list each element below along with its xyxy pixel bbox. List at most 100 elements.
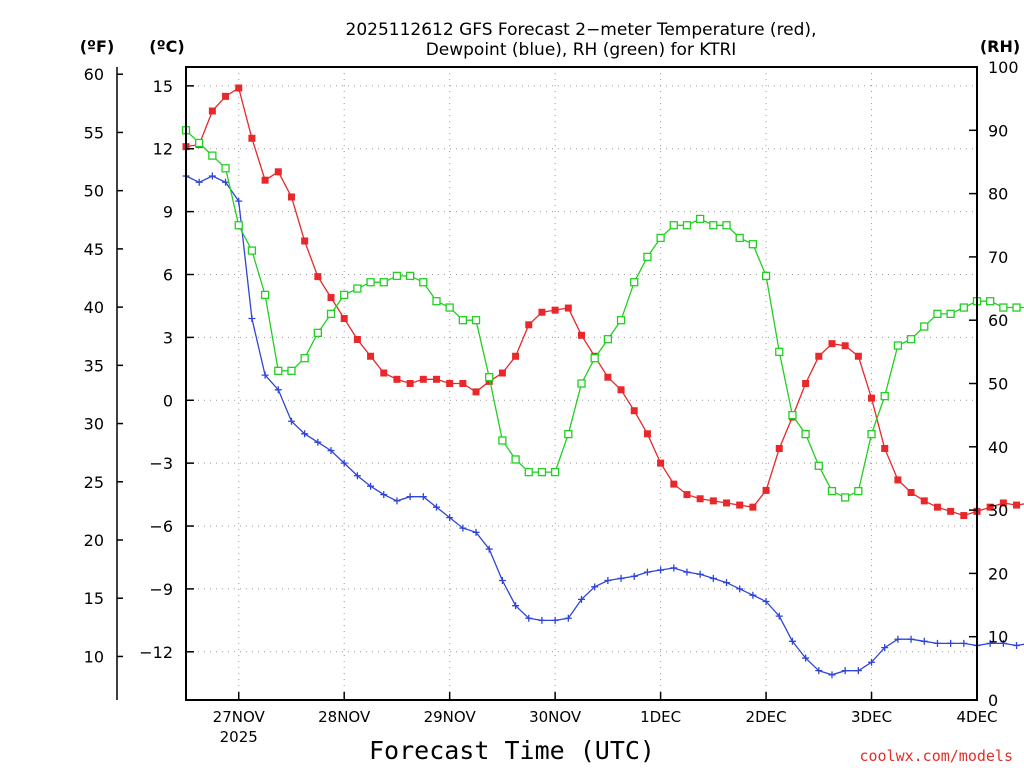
temperature-point [380, 369, 388, 377]
temperature-point [472, 388, 480, 396]
rh-point [353, 284, 362, 293]
rh-point [801, 429, 810, 439]
dewpoint-point [340, 459, 348, 467]
temperature-point [367, 352, 375, 360]
credit-text: coolwx.com/models [859, 747, 1013, 765]
temperature-point [419, 375, 427, 383]
dewpoint-point [736, 585, 744, 593]
temperature-point [248, 134, 256, 142]
rh-tick-label: 50 [988, 375, 1008, 394]
temperature-point [736, 501, 744, 509]
dewpoint-point [564, 614, 572, 622]
temperature-point [986, 503, 994, 511]
temperature-point [261, 176, 269, 184]
rh-point [340, 290, 349, 300]
dewpoint-point [367, 482, 375, 490]
rh-tick-label: 90 [988, 121, 1008, 140]
rh-point [590, 354, 599, 363]
rh-point [445, 303, 454, 312]
dewpoint-point [960, 639, 968, 647]
temperature-point [485, 377, 493, 385]
rh-tick-label: 70 [988, 248, 1008, 267]
celsius-tick-label: −6 [149, 517, 173, 536]
dewpoint-point [393, 497, 401, 505]
rh-line [185, 129, 1024, 499]
temperature-point [222, 92, 230, 100]
temperature-point [828, 340, 836, 348]
temperature-point [947, 507, 955, 515]
rh-point [577, 379, 586, 388]
rh-point [485, 373, 494, 382]
rh-point [1012, 303, 1021, 312]
temperature-point [446, 380, 454, 387]
rh-tick-label: 80 [988, 185, 1008, 204]
dewpoint-point [657, 566, 665, 574]
rh-point [511, 455, 520, 464]
dewpoint-point [841, 667, 849, 675]
dewpoint-point [933, 639, 941, 647]
rh-point [419, 278, 428, 287]
temperature-point [1013, 501, 1021, 509]
temperature-point [749, 503, 757, 511]
dewpoint-point [643, 568, 651, 576]
chart-title-line-1: 2025112612 GFS Forecast 2−meter Temperat… [346, 20, 817, 40]
rh-point [669, 221, 678, 230]
temperature-point [327, 294, 335, 302]
temperature-point [301, 237, 309, 245]
rh-point [959, 303, 968, 312]
temperature-point [933, 503, 941, 511]
rh-point [775, 347, 784, 357]
rh-point [208, 151, 217, 160]
temperature-point [604, 373, 612, 381]
celsius-tick-label: −12 [139, 643, 173, 662]
rh-point [405, 271, 415, 281]
celsius-tick-label: 3 [163, 328, 173, 347]
rh-point [616, 316, 626, 325]
rh-point [656, 233, 665, 243]
temperature-point [393, 375, 401, 383]
dewpoint-point [947, 639, 955, 647]
temperature-point [643, 430, 651, 438]
dewpoint-point [604, 577, 612, 585]
dewpoint-point [380, 491, 388, 499]
dewpoint-point [802, 654, 810, 662]
rh-point [682, 221, 692, 230]
temperature-point [340, 315, 348, 323]
dewpoint-point [406, 493, 414, 501]
celsius-tick-label: −9 [149, 580, 173, 599]
temperature-point [314, 273, 322, 281]
rh-point [432, 297, 441, 306]
rh-point [287, 366, 296, 375]
temperature-point [459, 380, 467, 387]
temperature-point [564, 304, 572, 312]
rh-point [841, 493, 850, 502]
dewpoint-point [512, 602, 520, 610]
rh-point [893, 341, 903, 350]
dewpoint-point [578, 595, 585, 603]
rh-point [471, 316, 481, 325]
x-tick-label: 30NOV [529, 708, 582, 726]
dewpoint-point [630, 572, 638, 580]
x-tick-label: 2DEC [746, 708, 787, 726]
rh-point [854, 486, 863, 496]
dewpoint-point [287, 417, 295, 425]
temperature-point [683, 491, 691, 499]
dewpoint-point [248, 315, 256, 323]
dewpoint-point [1013, 642, 1021, 650]
fahrenheit-tick-label: 15 [84, 589, 104, 608]
dewpoint-point [617, 574, 625, 582]
rh-point [379, 278, 388, 287]
rh-tick-label: 100 [988, 58, 1019, 77]
temperature-point [551, 306, 559, 314]
rh-point [814, 461, 823, 470]
rh-tick-label: 30 [988, 501, 1008, 520]
dewpoint-point [274, 386, 282, 394]
x-tick-sublabel: 2025 [220, 728, 258, 746]
temperature-point [854, 352, 862, 360]
fahrenheit-tick-label: 20 [84, 531, 104, 550]
rh-point [524, 467, 533, 477]
rh-point [458, 316, 468, 325]
rh-point [986, 297, 995, 306]
rh-tick-label: 60 [988, 311, 1008, 330]
